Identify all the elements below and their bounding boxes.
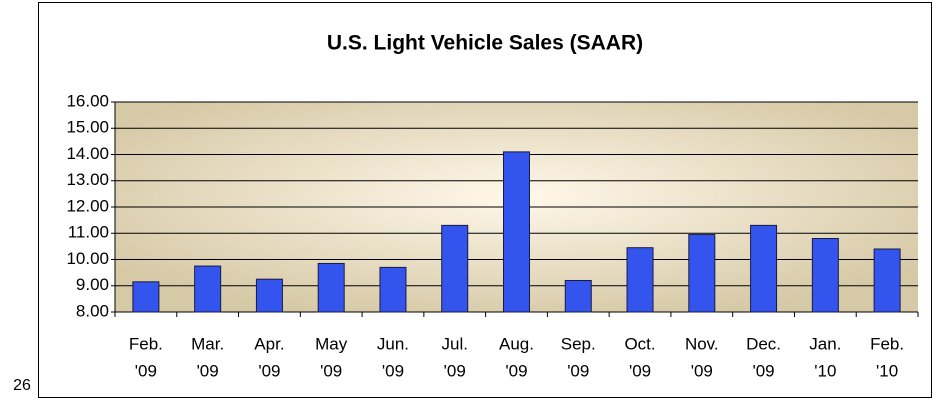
chart-title: U.S. Light Vehicle Sales (SAAR) <box>327 32 643 55</box>
x-tick-label: Mar. <box>191 334 224 353</box>
y-tick-label: 12.00 <box>66 196 109 215</box>
x-tick-label: '09 <box>135 361 157 380</box>
x-tick-label: '09 <box>505 361 527 380</box>
x-tick-label: Aug. <box>499 334 534 353</box>
x-tick-label: Jul. <box>441 334 467 353</box>
y-tick-label: 10.00 <box>66 249 109 268</box>
x-tick-label: Sep. <box>561 334 596 353</box>
x-tick-label: Dec. <box>746 334 781 353</box>
x-tick-label: Nov. <box>685 334 719 353</box>
y-tick-label: 8.00 <box>76 301 109 320</box>
y-tick-label: 16.00 <box>66 91 109 110</box>
bar <box>750 224 778 313</box>
bar <box>688 234 716 313</box>
y-tick-label: 13.00 <box>66 170 109 189</box>
x-tick-label: May <box>315 334 348 353</box>
x-tick-label: Oct. <box>624 334 655 353</box>
bar <box>626 247 654 313</box>
bar <box>441 224 469 313</box>
page-number: 26 <box>13 377 31 394</box>
x-tick-label: Feb. <box>129 334 163 353</box>
bar <box>132 281 160 313</box>
x-tick-label: '09 <box>382 361 404 380</box>
bar <box>503 151 530 313</box>
x-tick-label: '09 <box>320 361 342 380</box>
x-tick-label: '10 <box>814 361 836 380</box>
y-tick-label: 14.00 <box>66 144 109 163</box>
bar <box>255 278 283 313</box>
x-tick-label: Jun. <box>377 334 409 353</box>
x-tick-label: '10 <box>876 361 898 380</box>
x-tick-label: '09 <box>629 361 651 380</box>
x-tick-label: '09 <box>444 361 466 380</box>
x-tick-label: Feb. <box>870 334 904 353</box>
bar <box>317 262 345 313</box>
bar <box>811 238 839 313</box>
x-tick-label: '09 <box>752 361 774 380</box>
x-tick-label: Apr. <box>254 334 284 353</box>
x-tick-label: '09 <box>197 361 219 380</box>
x-tick-label: '09 <box>258 361 280 380</box>
bar <box>379 266 407 313</box>
y-tick-label: 9.00 <box>76 275 109 294</box>
bar <box>564 280 592 313</box>
y-tick-label: 11.00 <box>68 223 109 242</box>
x-tick-label: '09 <box>567 361 589 380</box>
x-tick-label: Jan. <box>809 334 841 353</box>
y-tick-label: 15.00 <box>66 118 109 137</box>
bar <box>194 265 222 313</box>
x-tick-label: '09 <box>691 361 713 380</box>
bar <box>873 248 901 313</box>
